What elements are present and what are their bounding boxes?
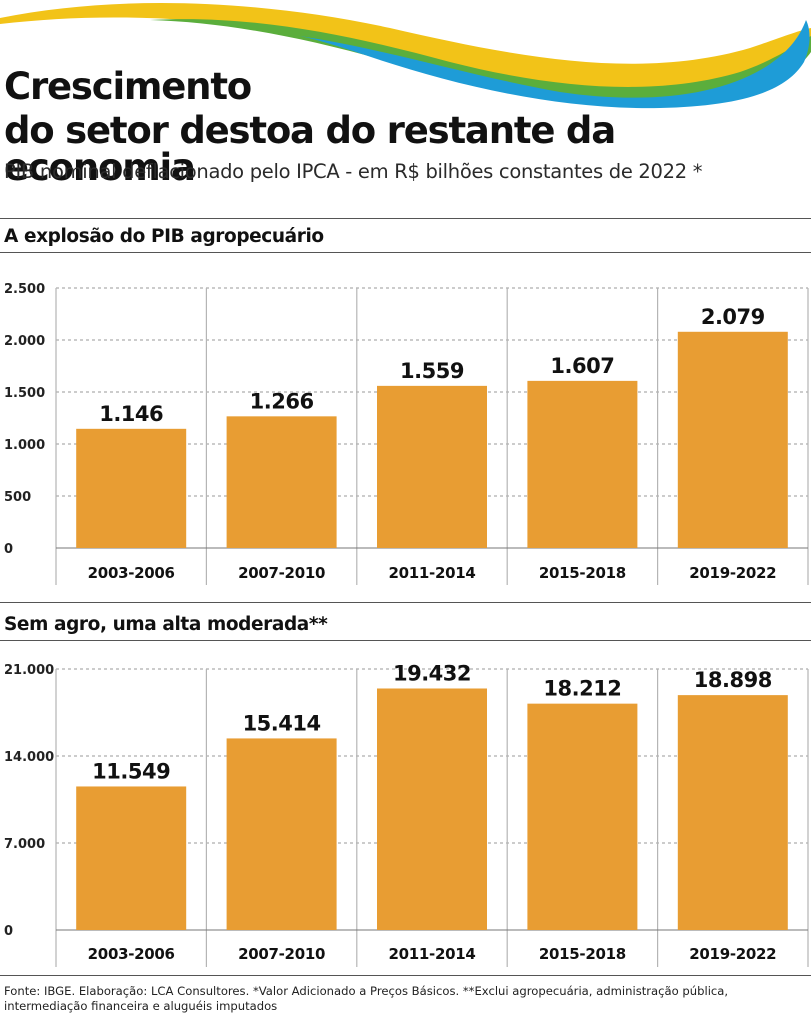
- page-title-line-1: Crescimento: [4, 65, 252, 108]
- page-title-line-2: do setor destoa do restante da economia: [4, 109, 616, 189]
- chart1-ytick-label: 0: [4, 542, 13, 557]
- chart2-ytick-label: 7.000: [4, 837, 45, 852]
- chart1-ytick-label: 1.500: [4, 386, 45, 401]
- chart2-ytick-label: 14.000: [4, 750, 54, 765]
- chart1-ytick-label: 2.500: [4, 282, 45, 297]
- chart2-category-label: 2007-2010: [238, 945, 325, 963]
- chart1-bar: [677, 331, 788, 548]
- chart2-data-label: 18.212: [543, 677, 621, 701]
- section-divider-bottom: [0, 975, 811, 976]
- chart1-category-label: 2011-2014: [388, 564, 475, 582]
- section-divider: [0, 640, 811, 641]
- chart2-data-label: 15.414: [243, 711, 321, 735]
- chart2-bar: [527, 703, 638, 930]
- chart1-category-label: 2019-2022: [689, 564, 776, 582]
- chart2-ytick-label: 21.000: [4, 663, 54, 678]
- chart2-category-label: 2003-2006: [88, 945, 175, 963]
- chart1-bar: [226, 416, 337, 548]
- chart2-data-label: 11.549: [92, 759, 170, 783]
- chart1-bar: [377, 385, 487, 548]
- chart2-bar: [677, 695, 788, 930]
- chart2-bar: [226, 738, 337, 930]
- chart1-ytick-label: 1.000: [4, 438, 45, 453]
- chart1-data-label: 1.266: [250, 389, 314, 413]
- chart2-bar: [76, 786, 187, 930]
- section-divider: [0, 252, 811, 253]
- chart2-data-label: 18.898: [694, 668, 772, 692]
- chart2-category-label: 2011-2014: [388, 945, 475, 963]
- page-subtitle: PIB nominal deflacionado pelo IPCA - em …: [4, 160, 703, 183]
- chart1-data-label: 1.559: [400, 359, 464, 383]
- chart2-data-label: 19.432: [393, 661, 471, 685]
- decorative-wave-banner: [0, 3, 811, 109]
- chart1-data-label: 1.146: [99, 402, 163, 426]
- chart2-category-label: 2015-2018: [539, 945, 626, 963]
- chart1-bar: [527, 380, 638, 548]
- chart1-data-label: 2.079: [701, 305, 765, 329]
- bar-chart-sem-agro: 0 7.000 14.000 21.000 11.549 2003-2006 15.414 2…: [4, 661, 809, 967]
- chart1-ytick-label: 2.000: [4, 334, 45, 349]
- chart1-ytick-label: 500: [4, 490, 31, 505]
- chart2-ytick-label: 0: [4, 924, 13, 939]
- wave-green-stripe: [150, 19, 811, 105]
- bar-chart-agro: 0 500 1.000 1.500 2.000 2.500 1.146 2003-2006 1.…: [4, 282, 809, 585]
- chart1-bar: [76, 428, 187, 548]
- chart2-category-label: 2019-2022: [689, 945, 776, 963]
- chart1-category-label: 2007-2010: [238, 564, 325, 582]
- chart1-category-label: 2003-2006: [88, 564, 175, 582]
- chart1-data-label: 1.607: [550, 354, 614, 378]
- chart2-bar: [377, 688, 487, 930]
- chart1-category-label: 2015-2018: [539, 564, 626, 582]
- section-divider: [0, 602, 811, 603]
- footnote-source: Fonte: IBGE. Elaboração: LCA Consultores…: [4, 984, 729, 1013]
- section-divider-top: [0, 218, 811, 219]
- section-title-sem-agro: Sem agro, uma alta moderada**: [4, 614, 328, 635]
- wave-blue-stripe: [300, 20, 810, 109]
- section-title-agro: A explosão do PIB agropecuário: [4, 226, 324, 247]
